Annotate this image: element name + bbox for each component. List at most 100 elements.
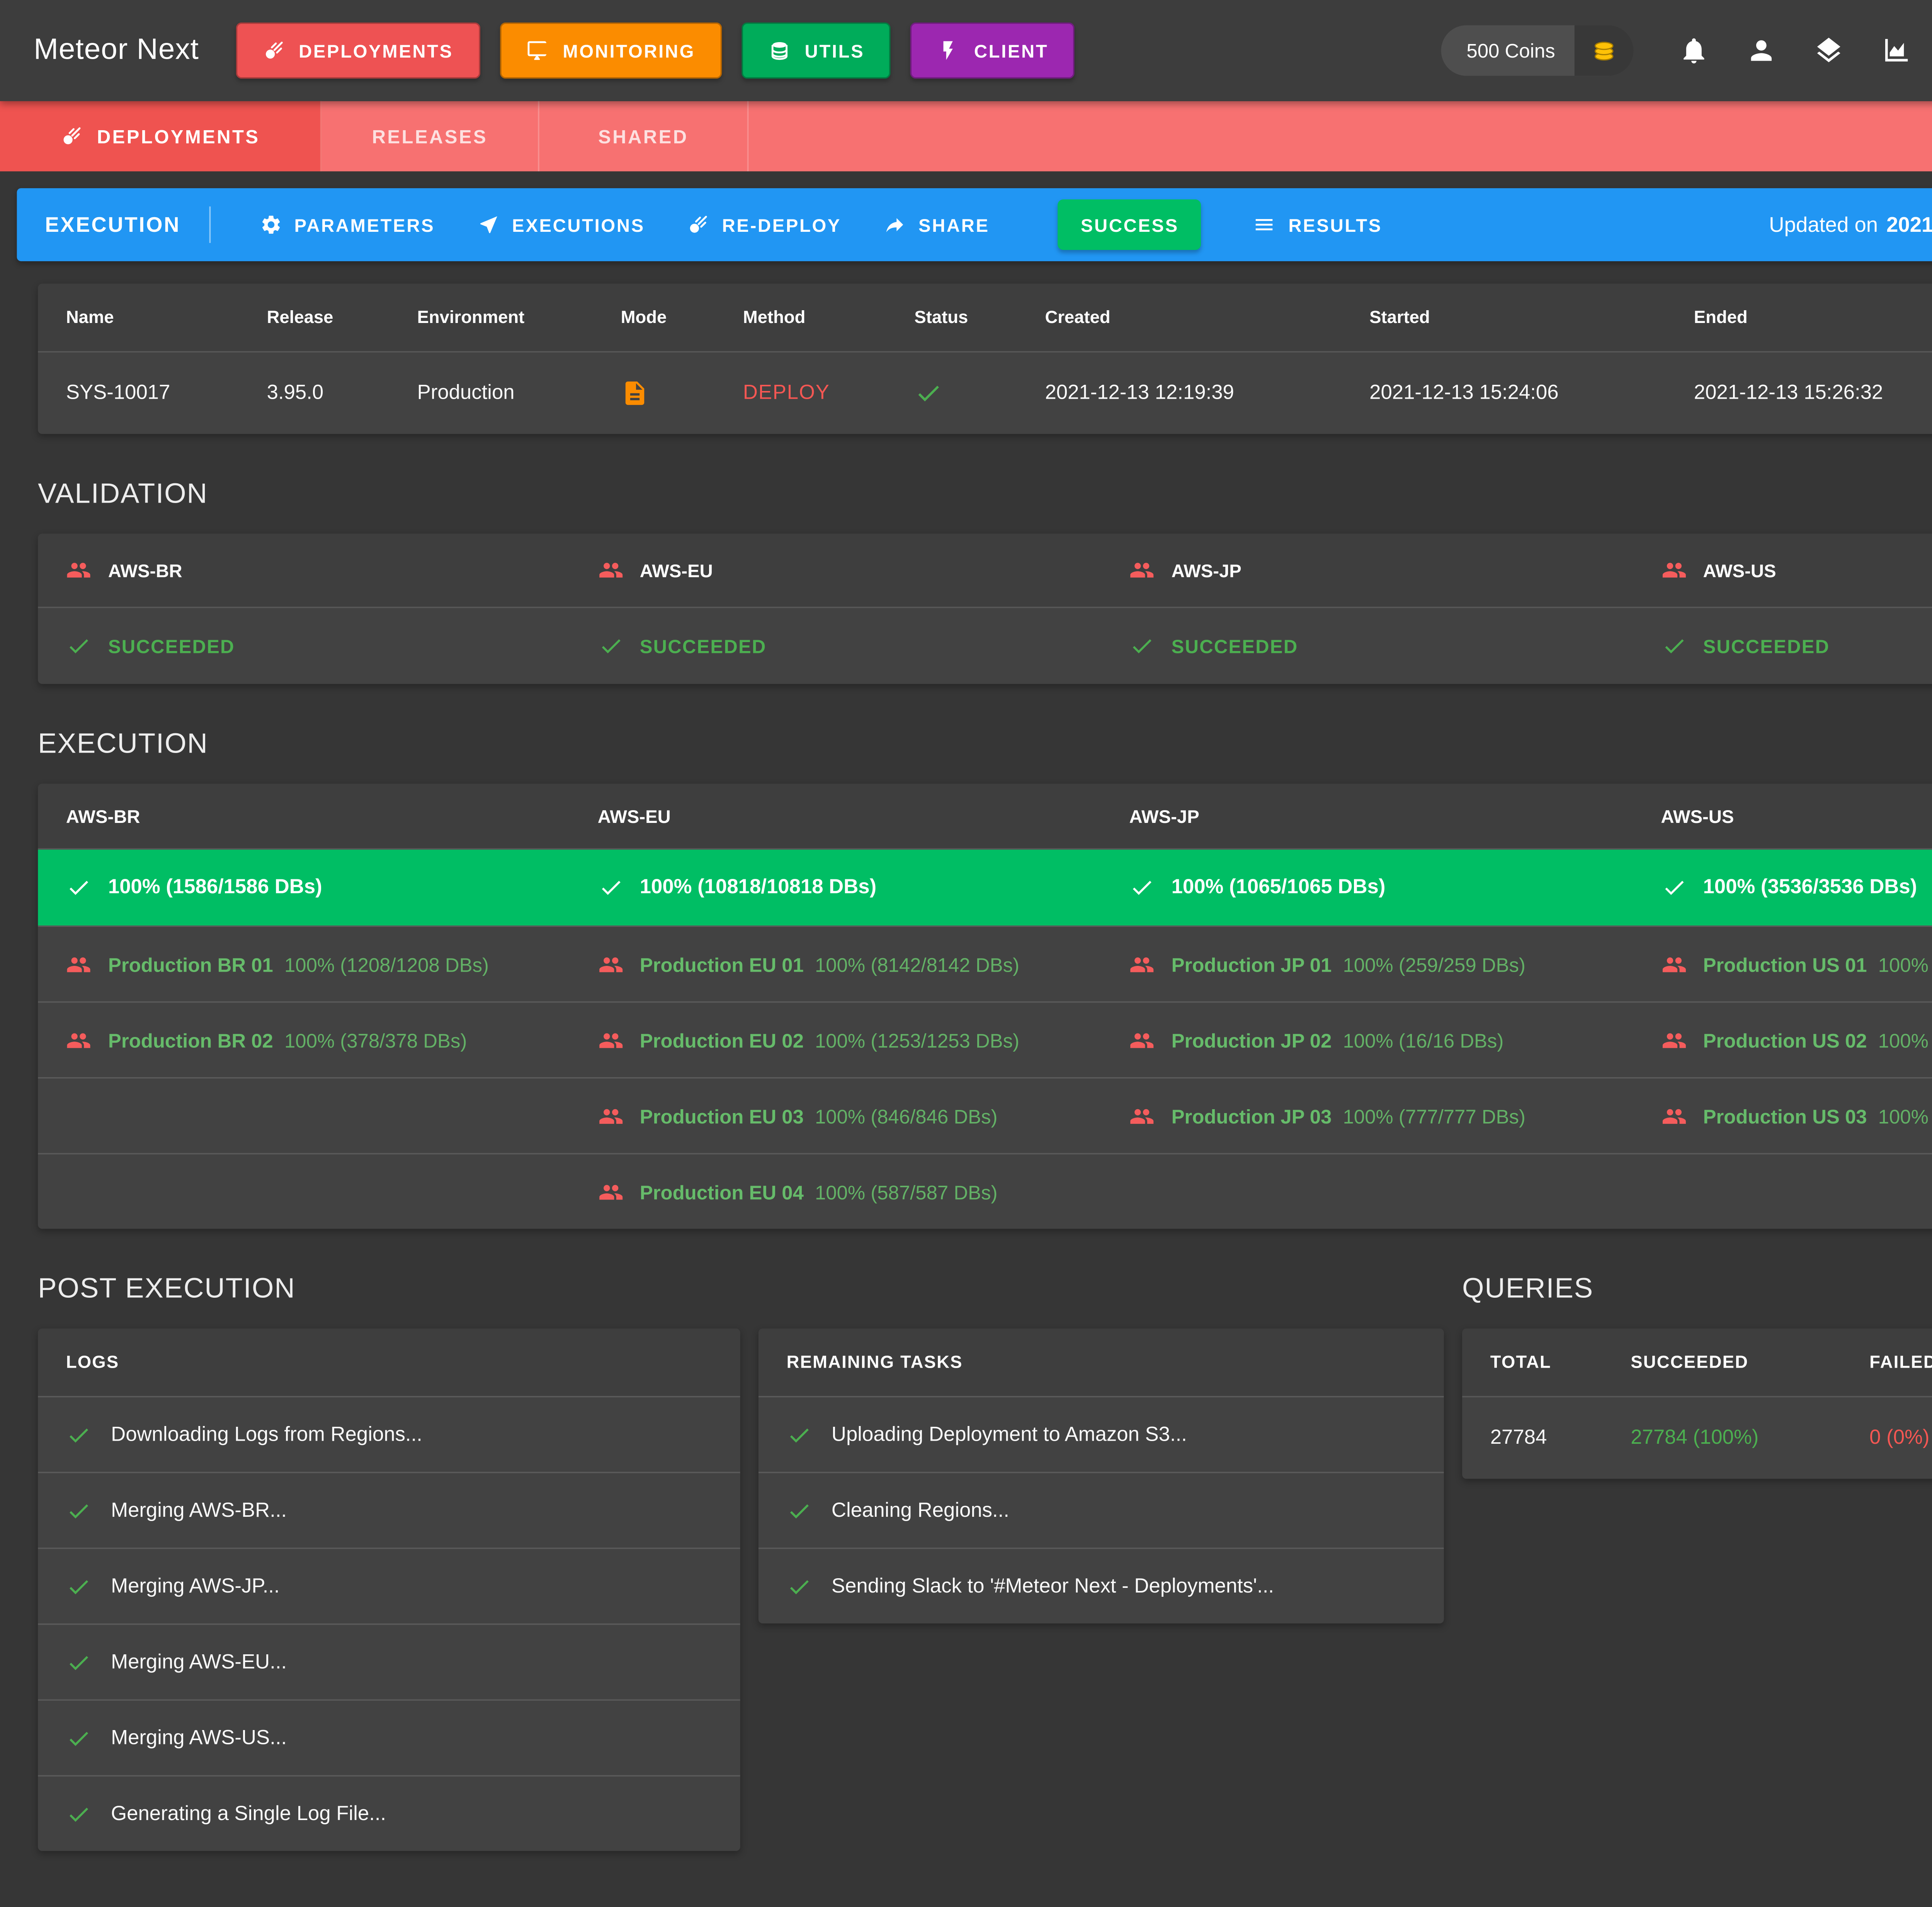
check-icon (787, 1422, 812, 1447)
nav-client-button[interactable]: CLIENT (911, 22, 1075, 79)
nav-monitoring-button[interactable]: MONITORING (499, 22, 722, 79)
execution-region-us: AWS-US (1661, 805, 1734, 827)
coins-chip[interactable]: 500 Coins (1441, 25, 1634, 76)
server-cell: Production EU 03 100% (846/846 DBs) (570, 1103, 1101, 1128)
profile-button[interactable] (1746, 35, 1777, 66)
statistics-button[interactable] (1881, 35, 1912, 66)
group-icon (1129, 1027, 1155, 1052)
col-header-release: Release (267, 308, 333, 327)
execution-total-row: 100% (1586/1586 DBs) 100% (10818/10818 D… (38, 850, 1932, 926)
execution-region-jp: AWS-JP (1129, 805, 1199, 827)
queries-title: QUERIES (1462, 1273, 1594, 1305)
check-icon (787, 1498, 812, 1523)
check-icon (1661, 875, 1686, 900)
results-label: RESULTS (1288, 214, 1382, 235)
group-icon (1129, 1103, 1155, 1128)
tab-releases-label: RELEASES (372, 126, 488, 147)
nav-deployments-button[interactable]: DEPLOYMENTS (235, 22, 480, 79)
list-item: Downloading Logs from Regions... (38, 1396, 740, 1472)
col-header-created: Created (1045, 308, 1111, 327)
nav-utils-label: UTILS (804, 40, 865, 61)
group-icon (1661, 1103, 1686, 1128)
remaining-tasks-table: REMAINING TASKS Uploading Deployment to … (758, 1328, 1444, 1624)
deployment-created: 2021-12-13 12:19:39 (1045, 382, 1234, 405)
deployment-summary-table: Name Release Environment Mode Method Sta… (38, 284, 1932, 434)
check-icon (66, 875, 91, 900)
share-button[interactable]: SHARE (862, 188, 1011, 261)
check-icon (914, 379, 942, 407)
pointer-icon (477, 214, 499, 236)
server-cell: Production BR 02 100% (378/378 DBs) (38, 1027, 570, 1052)
navbar-right: 500 Coins ? (1441, 25, 1932, 76)
redeploy-label: RE-DEPLOY (722, 214, 842, 235)
check-icon (598, 875, 623, 900)
executions-button[interactable]: EXECUTIONS (456, 188, 666, 261)
tab-shared[interactable]: SHARED (539, 101, 749, 172)
coins-label: 500 Coins (1466, 39, 1555, 62)
logs-header: LOGS (38, 1328, 740, 1396)
list-item: Merging AWS-BR... (38, 1472, 740, 1547)
execution-server-row: Production EU 03 100% (846/846 DBs) Prod… (38, 1077, 1932, 1153)
group-icon (598, 1027, 623, 1052)
status-badge: SUCCESS (1058, 199, 1202, 250)
tab-deployments-label: DEPLOYMENTS (97, 126, 260, 147)
database-icon (768, 39, 791, 62)
nav-utils-button[interactable]: UTILS (741, 22, 891, 79)
bell-icon (1679, 35, 1709, 66)
script-file-icon (621, 379, 649, 407)
tab-releases[interactable]: RELEASES (321, 101, 539, 172)
group-icon (598, 1103, 623, 1128)
execution-total-br: 100% (1586/1586 DBs) (38, 875, 570, 900)
check-icon (787, 1574, 812, 1599)
group-icon (1661, 952, 1686, 977)
executions-label: EXECUTIONS (512, 214, 645, 235)
col-header-name: Name (66, 308, 114, 327)
server-cell: Production JP 01 100% (259/259 DBs) (1101, 952, 1633, 977)
tab-deployments[interactable]: DEPLOYMENTS (0, 101, 322, 172)
validation-status-row: SUCCEEDED SUCCEEDED SUCCEEDED SUCCEEDED (38, 608, 1932, 684)
check-icon (66, 1801, 91, 1826)
post-execution-section: POST EXECUTION LOGS Downloading Logs fro… (38, 1229, 1444, 1851)
redeploy-button[interactable]: RE-DEPLOY (666, 188, 862, 261)
col-header-method: Method (743, 308, 806, 327)
share-label: SHARE (918, 214, 990, 235)
main-nav: DEPLOYMENTS MONITORING UTILS CLIENT (235, 22, 1075, 79)
execution-server-row: Production EU 04 100% (587/587 DBs) (38, 1153, 1932, 1229)
execution-table: AWS-BR AWS-EU AWS-JP AWS-US 100% (1586/1… (38, 784, 1932, 1229)
queries-total: 27784 (1490, 1427, 1547, 1450)
validation-header-row: AWS-BR AWS-EU AWS-JP AWS-US (38, 534, 1932, 608)
check-icon (66, 1574, 91, 1599)
meteor-icon (60, 125, 83, 148)
queries-header-row: TOTAL SUCCEEDED FAILED ROLLBACK (1462, 1328, 1932, 1397)
server-cell: Production US 02 100% (660/660 DBs) (1633, 1027, 1932, 1052)
results-button[interactable]: RESULTS (1232, 188, 1403, 261)
col-header-environment: Environment (417, 308, 525, 327)
section-tabbar: DEPLOYMENTS RELEASES SHARED (0, 101, 1932, 172)
toolbar-divider (208, 206, 210, 243)
nav-monitoring-label: MONITORING (563, 40, 696, 61)
check-icon (66, 1422, 91, 1447)
validation-region-us: AWS-US (1633, 557, 1932, 583)
parameters-button[interactable]: PARAMETERS (238, 188, 456, 261)
col-header-failed: FAILED (1869, 1352, 1932, 1372)
validation-title: VALIDATION (38, 479, 208, 510)
chart-icon (1881, 35, 1912, 66)
group-icon (1129, 952, 1155, 977)
group-icon (1661, 1027, 1686, 1052)
col-header-status: Status (914, 308, 968, 327)
queries-table: TOTAL SUCCEEDED FAILED ROLLBACK 27784 27… (1462, 1328, 1932, 1479)
table-row[interactable]: SYS-10017 3.95.0 Production DEPLOY 2021-… (38, 352, 1932, 434)
execution-region-eu: AWS-EU (597, 805, 671, 827)
notifications-button[interactable] (1679, 35, 1709, 66)
main-content: Name Release Environment Mode Method Sta… (0, 261, 1932, 1907)
check-icon (1129, 633, 1155, 658)
execution-total-eu: 100% (10818/10818 DBs) (570, 875, 1101, 900)
deployment-started: 2021-12-13 15:24:06 (1369, 382, 1559, 405)
server-cell: Production BR 01 100% (1208/1208 DBs) (38, 952, 570, 977)
group-icon (66, 952, 91, 977)
layers-button[interactable] (1813, 35, 1844, 66)
validation-region-jp: AWS-JP (1101, 557, 1633, 583)
group-icon (1661, 557, 1686, 583)
validation-status-jp: SUCCEEDED (1101, 633, 1633, 658)
